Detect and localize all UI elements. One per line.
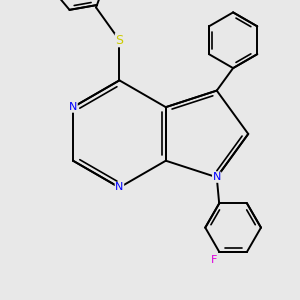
Text: N: N (115, 182, 124, 193)
Text: S: S (116, 34, 123, 47)
Text: F: F (211, 255, 218, 265)
Text: N: N (213, 172, 221, 182)
Text: N: N (69, 102, 77, 112)
